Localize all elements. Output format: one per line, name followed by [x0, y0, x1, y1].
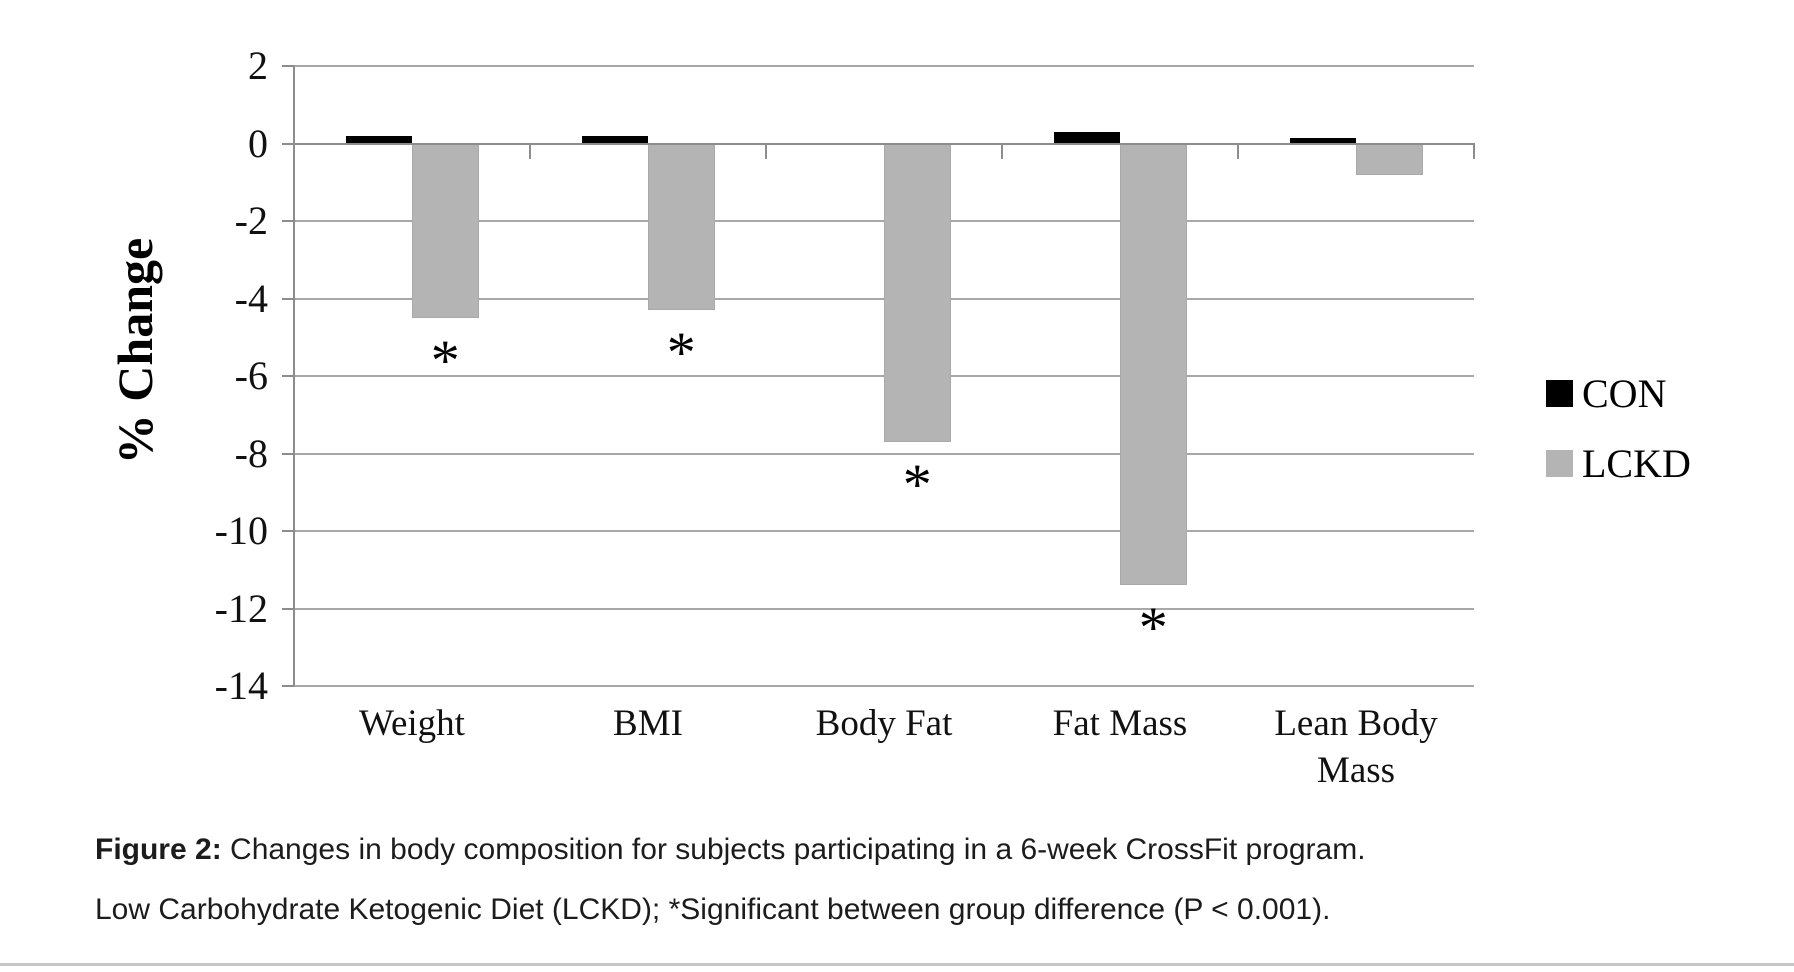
bar-chart: % Change 2 0 -2 -4 -6 -8 -10 -12 -14 * * * * Weight BM…	[107, 43, 1691, 794]
y-axis-tick	[282, 530, 294, 532]
bar-con-lean-body-mass	[1289, 137, 1356, 144]
plot-area: 2 0 -2 -4 -6 -8 -10 -12 -14 * * * * Weight BMI Body Fat…	[214, 43, 1475, 794]
gridline	[294, 607, 1474, 610]
x-axis-zero-line	[294, 142, 1474, 145]
x-category-label-text: Fat Mass	[1052, 703, 1188, 744]
x-category-label-text: Lean Body Mass	[1274, 703, 1438, 791]
y-tick-label: 0	[248, 120, 268, 166]
y-tick-label: -2	[234, 198, 268, 243]
bottom-divider	[0, 963, 1794, 966]
legend-swatch-con	[1546, 379, 1573, 407]
legend-swatch-lckd	[1546, 449, 1573, 477]
y-tick-label: -6	[234, 353, 268, 398]
significance-asterisk: *	[902, 451, 932, 517]
x-category-label-text: BMI	[613, 703, 683, 744]
y-tick-label: -10	[214, 508, 268, 553]
y-tick-label: -4	[234, 275, 268, 321]
significance-asterisk: *	[430, 327, 460, 393]
y-axis-line	[293, 66, 295, 686]
x-category-label-text: Weight	[359, 703, 465, 744]
x-category-label-text: Body Fat	[815, 703, 953, 744]
category-boundary-tick	[1473, 142, 1475, 159]
bar-lckd-lean-body-mass	[1356, 143, 1423, 175]
gridline	[294, 530, 1474, 532]
y-axis-tick	[282, 685, 294, 687]
gridline	[294, 452, 1474, 455]
bar-lckd-fat-mass	[1120, 143, 1187, 586]
legend-label: CON	[1582, 370, 1667, 416]
x-category-label: BMI	[530, 700, 766, 747]
gridline	[294, 685, 1474, 687]
gridline	[294, 65, 1474, 67]
y-tick-label: -14	[214, 663, 268, 708]
legend-label: LCKD	[1582, 440, 1691, 486]
bar-lckd-bmi	[648, 143, 715, 311]
y-axis-tick	[282, 297, 294, 300]
legend-entry-lckd: LCKD	[1546, 440, 1691, 486]
bar-lckd-weight	[412, 143, 479, 318]
bar-con-weight	[345, 135, 412, 144]
legend-entry-con: CON	[1546, 370, 1667, 416]
y-axis-tick	[282, 142, 294, 145]
category-boundary-tick	[529, 142, 531, 159]
x-category-label: Lean Body Mass	[1238, 700, 1474, 794]
y-tick-label: -12	[214, 585, 268, 631]
y-axis-tick	[282, 220, 294, 222]
caption-line-2: Low Carbohydrate Ketogenic Diet (LCKD); …	[95, 893, 1331, 926]
bar-con-bmi	[581, 135, 648, 144]
significance-asterisk: *	[1138, 595, 1168, 661]
significance-asterisk: *	[666, 320, 696, 386]
y-axis-tick	[282, 607, 294, 610]
y-axis-tick	[282, 375, 294, 377]
category-boundary-tick	[765, 142, 767, 159]
y-axis-tick	[282, 65, 294, 67]
caption-line-1: Figure 2: Changes in body composition fo…	[95, 830, 1715, 870]
bar-con-fat-mass	[1053, 131, 1120, 144]
category-boundary-tick	[1237, 142, 1239, 159]
category-boundary-tick	[1001, 142, 1003, 159]
x-category-label: Weight	[294, 700, 530, 747]
y-tick-label: 2	[248, 43, 268, 88]
caption-text-1: Changes in body composition for subjects…	[221, 833, 1366, 866]
y-tick-label: -8	[234, 430, 268, 476]
x-category-label: Fat Mass	[1002, 700, 1238, 747]
x-category-label: Body Fat	[766, 700, 1002, 747]
bar-lckd-body-fat	[884, 143, 951, 442]
caption-figure-label: Figure 2:	[95, 833, 222, 866]
y-axis-tick	[282, 452, 294, 455]
